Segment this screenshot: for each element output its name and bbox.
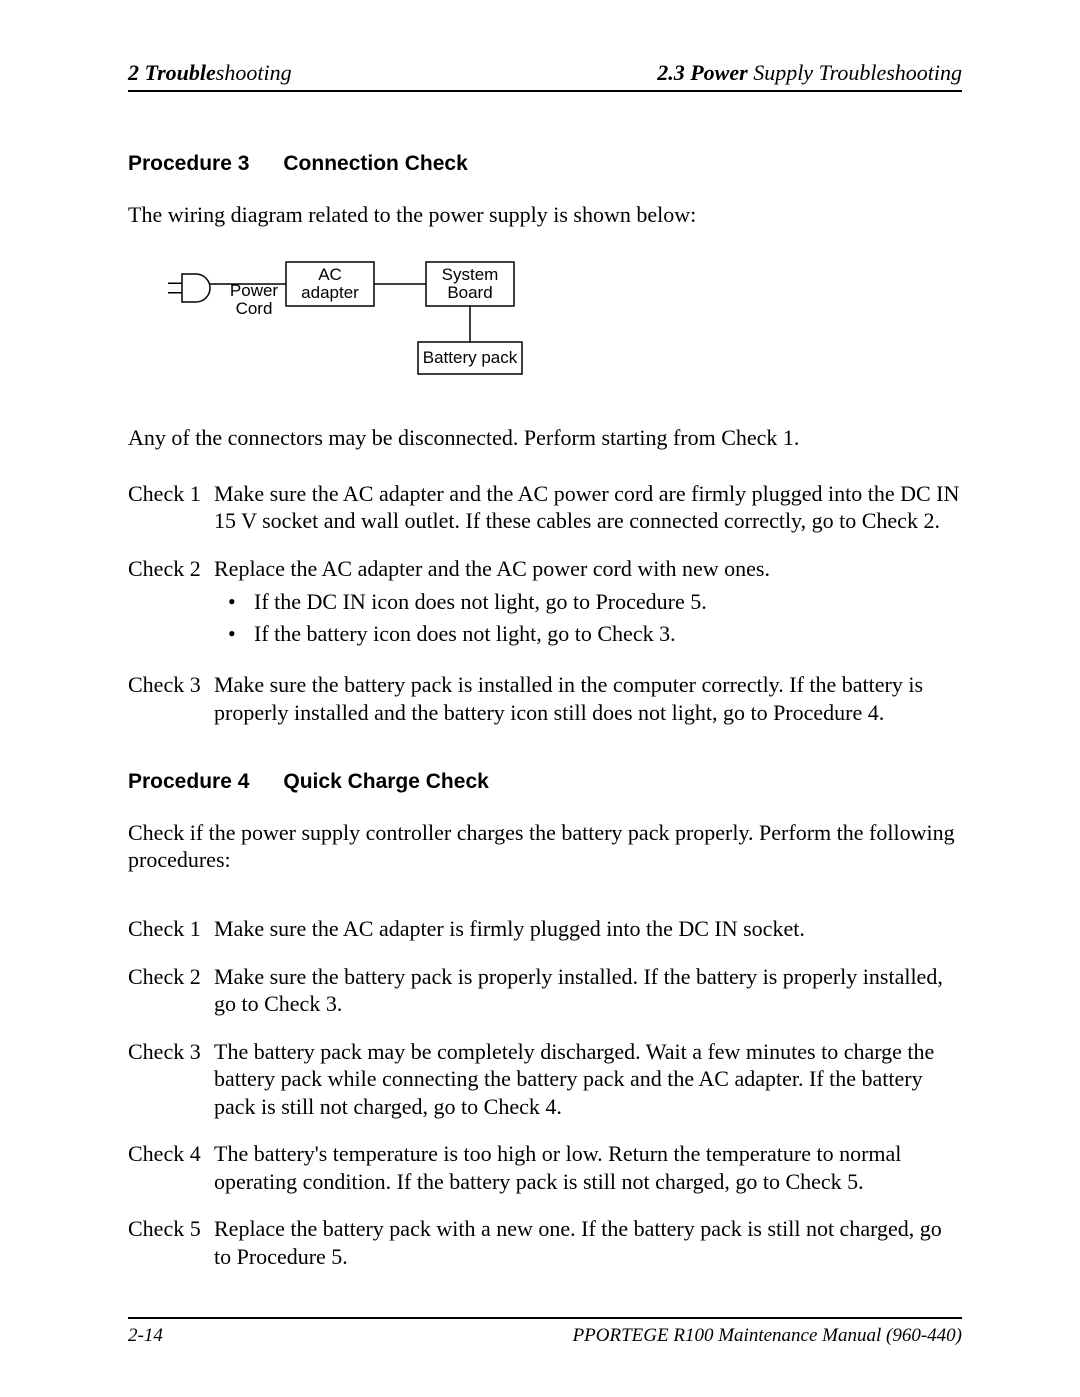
proc4-num: Procedure 4 [128,770,249,793]
svg-text:Power: Power [230,281,279,300]
proc3-checks: Check 1Make sure the AC adapter and the … [128,480,962,727]
check-label: Check 3 [128,1038,214,1121]
check-label: Check 2 [128,963,214,1018]
check-text: The battery's temperature is too high or… [214,1140,962,1195]
check-text: Make sure the battery pack is installed … [214,671,962,726]
procedure-4-title: Procedure 4 Quick Charge Check [128,770,962,794]
check-body: Make sure the AC adapter is firmly plugg… [214,915,962,943]
check-label: Check 2 [128,555,214,652]
check-row: Check 3Make sure the battery pack is ins… [128,671,962,726]
check-row: Check 3The battery pack may be completel… [128,1038,962,1121]
header-right: 2.3 Power Supply Troubleshooting [657,60,962,86]
header-left-bold: 2 Trouble [128,60,216,85]
footer-page: 2-14 [128,1325,163,1347]
check-bullet: If the battery icon does not light, go t… [214,620,962,648]
check-label: Check 4 [128,1140,214,1195]
svg-text:Cord: Cord [236,299,273,318]
header-left: 2 Troubleshooting [128,60,292,86]
check-row: Check 4The battery's temperature is too … [128,1140,962,1195]
proc3-after-diagram: Any of the connectors may be disconnecte… [128,425,962,451]
check-row: Check 5Replace the battery pack with a n… [128,1215,962,1270]
svg-text:Board: Board [447,283,492,302]
svg-text:System: System [442,265,499,284]
svg-text:Battery pack: Battery pack [423,348,518,367]
check-text: Make sure the AC adapter is firmly plugg… [214,915,962,943]
proc4-title-text: Quick Charge Check [283,770,488,793]
procedure-3-title: Procedure 3 Connection Check [128,152,962,176]
check-text: Replace the AC adapter and the AC power … [214,555,962,583]
header-left-rest: shooting [216,60,292,85]
wiring-diagram-svg: PowerCord ACadapter SystemBoard Battery pac… [162,256,562,386]
check-row: Check 2Replace the AC adapter and the AC… [128,555,962,652]
header-right-bold: 2.3 Power [657,60,747,85]
proc4-intro: Check if the power supply controller cha… [128,820,962,873]
check-text: Make sure the AC adapter and the AC powe… [214,480,962,535]
check-body: Replace the battery pack with a new one.… [214,1215,962,1270]
check-row: Check 1Make sure the AC adapter and the … [128,480,962,535]
check-label: Check 1 [128,915,214,943]
proc3-title-text: Connection Check [283,152,467,175]
proc4-checks: Check 1Make sure the AC adapter is firml… [128,915,962,1270]
check-bullets: If the DC IN icon does not light, go to … [214,588,962,647]
check-text: Make sure the battery pack is properly i… [214,963,962,1018]
check-body: Make sure the battery pack is properly i… [214,963,962,1018]
header-right-rest: Supply Troubleshooting [748,60,962,85]
page-footer: 2-14 PPORTEGE R100 Maintenance Manual (9… [128,1317,962,1347]
check-bullet: If the DC IN icon does not light, go to … [214,588,962,616]
proc3-num: Procedure 3 [128,152,249,175]
svg-text:AC: AC [318,265,342,284]
check-body: Replace the AC adapter and the AC power … [214,555,962,652]
check-body: The battery pack may be completely disch… [214,1038,962,1121]
check-body: Make sure the AC adapter and the AC powe… [214,480,962,535]
page-header: 2 Troubleshooting 2.3 Power Supply Troub… [128,60,962,92]
check-text: The battery pack may be completely disch… [214,1038,962,1121]
proc3-intro: The wiring diagram related to the power … [128,202,962,228]
check-row: Check 1Make sure the AC adapter is firml… [128,915,962,943]
check-label: Check 1 [128,480,214,535]
wiring-diagram: PowerCord ACadapter SystemBoard Battery pac… [162,256,962,391]
check-body: The battery's temperature is too high or… [214,1140,962,1195]
svg-text:adapter: adapter [301,283,359,302]
check-row: Check 2Make sure the battery pack is pro… [128,963,962,1018]
footer-manual: PPORTEGE R100 Maintenance Manual (960-44… [573,1325,962,1347]
check-body: Make sure the battery pack is installed … [214,671,962,726]
check-label: Check 3 [128,671,214,726]
check-label: Check 5 [128,1215,214,1270]
check-text: Replace the battery pack with a new one.… [214,1215,962,1270]
